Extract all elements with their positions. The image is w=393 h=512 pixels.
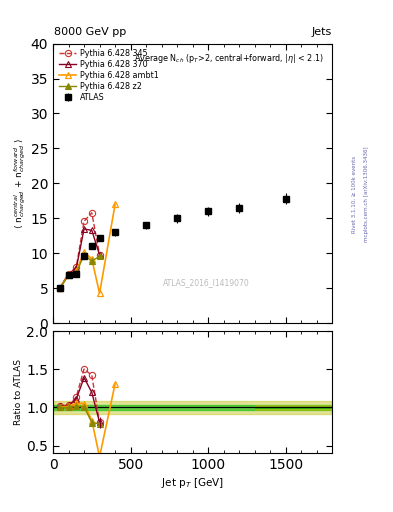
Text: ATLAS_2016_I1419070: ATLAS_2016_I1419070	[163, 278, 250, 287]
Pythia 6.428 z2	[66, 272, 71, 278]
Line: Pythia 6.428 370: Pythia 6.428 370	[57, 226, 103, 291]
Pythia 6.428 345	[66, 271, 71, 277]
Pythia 6.428 345	[82, 218, 86, 224]
X-axis label: Jet p$_{T}$ [GeV]: Jet p$_{T}$ [GeV]	[161, 476, 224, 490]
Text: 8000 GeV pp: 8000 GeV pp	[54, 27, 126, 37]
Text: Jets: Jets	[311, 27, 331, 37]
Bar	[255, 405, 332, 411]
Pythia 6.428 z2	[74, 270, 79, 276]
Pythia 6.428 370	[74, 265, 79, 271]
Text: Average N$_{ch}$ (p$_{T}$>2, central+forward, |$\eta$| < 2.1): Average N$_{ch}$ (p$_{T}$>2, central+for…	[134, 52, 324, 65]
Pythia 6.428 ambt1	[58, 285, 62, 291]
Bar	[53, 401, 332, 414]
Pythia 6.428 370	[58, 285, 62, 291]
Pythia 6.428 ambt1	[82, 249, 86, 255]
Pythia 6.428 370	[90, 227, 94, 233]
Pythia 6.428 345	[58, 285, 62, 291]
Y-axis label: Ratio to ATLAS: Ratio to ATLAS	[15, 359, 24, 425]
Pythia 6.428 z2	[82, 252, 86, 258]
Pythia 6.428 ambt1	[90, 256, 94, 262]
Bar	[255, 407, 332, 410]
Pythia 6.428 z2	[58, 285, 62, 291]
Pythia 6.428 ambt1	[113, 201, 118, 207]
Pythia 6.428 345	[90, 210, 94, 216]
Line: Pythia 6.428 345: Pythia 6.428 345	[57, 210, 103, 291]
Pythia 6.428 370	[97, 252, 102, 258]
Bar	[53, 405, 332, 410]
Pythia 6.428 z2	[90, 258, 94, 264]
Legend: Pythia 6.428 345, Pythia 6.428 370, Pythia 6.428 ambt1, Pythia 6.428 z2, ATLAS: Pythia 6.428 345, Pythia 6.428 370, Pyth…	[57, 48, 160, 104]
Pythia 6.428 ambt1	[66, 271, 71, 278]
Pythia 6.428 ambt1	[74, 268, 79, 274]
Line: Pythia 6.428 z2: Pythia 6.428 z2	[57, 252, 102, 291]
Pythia 6.428 345	[74, 264, 79, 270]
Pythia 6.428 370	[82, 226, 86, 232]
Line: Pythia 6.428 ambt1: Pythia 6.428 ambt1	[57, 201, 119, 297]
Pythia 6.428 345	[97, 252, 102, 258]
Pythia 6.428 ambt1	[97, 290, 102, 296]
Pythia 6.428 370	[66, 271, 71, 277]
Y-axis label: ⟨ n$^{central}_{charged}$ + n$^{forward}_{charged}$ ⟩: ⟨ n$^{central}_{charged}$ + n$^{forward}…	[12, 138, 28, 229]
Text: mcplots.cern.ch [arXiv:1306.3436]: mcplots.cern.ch [arXiv:1306.3436]	[364, 147, 369, 242]
Pythia 6.428 z2	[97, 253, 102, 259]
Text: Rivet 3.1.10, ≥ 100k events: Rivet 3.1.10, ≥ 100k events	[352, 156, 357, 233]
